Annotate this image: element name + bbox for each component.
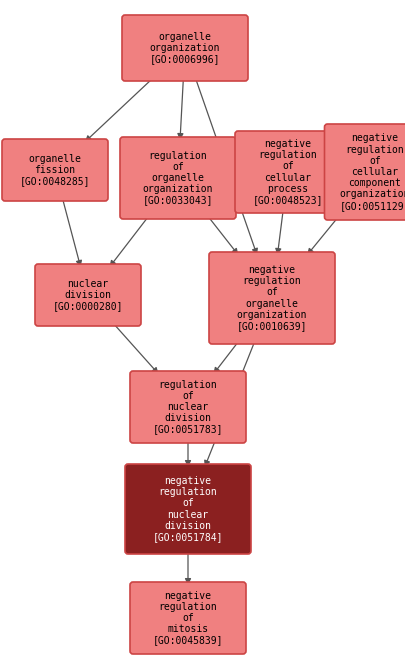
Text: negative
regulation
of
nuclear
division
[GO:0051784]: negative regulation of nuclear division … xyxy=(152,476,223,542)
FancyBboxPatch shape xyxy=(130,582,245,654)
Text: negative
regulation
of
cellular
process
[GO:0048523]: negative regulation of cellular process … xyxy=(252,139,322,205)
Text: regulation
of
nuclear
division
[GO:0051783]: regulation of nuclear division [GO:00517… xyxy=(152,379,223,434)
FancyBboxPatch shape xyxy=(324,124,405,220)
FancyBboxPatch shape xyxy=(122,15,247,81)
Text: negative
regulation
of
mitosis
[GO:0045839]: negative regulation of mitosis [GO:00458… xyxy=(152,590,223,645)
Text: regulation
of
organelle
organization
[GO:0033043]: regulation of organelle organization [GO… xyxy=(143,151,213,206)
FancyBboxPatch shape xyxy=(2,139,108,201)
Text: negative
regulation
of
organelle
organization
[GO:0010639]: negative regulation of organelle organiz… xyxy=(236,265,307,331)
Text: negative
regulation
of
cellular
component
organization
[GO:0051129]: negative regulation of cellular componen… xyxy=(339,134,405,211)
FancyBboxPatch shape xyxy=(209,252,334,344)
Text: organelle
organization
[GO:0006996]: organelle organization [GO:0006996] xyxy=(149,32,220,64)
FancyBboxPatch shape xyxy=(234,131,340,213)
FancyBboxPatch shape xyxy=(130,371,245,443)
FancyBboxPatch shape xyxy=(120,137,235,219)
Text: nuclear
division
[GO:0000280]: nuclear division [GO:0000280] xyxy=(53,279,123,311)
FancyBboxPatch shape xyxy=(35,264,141,326)
FancyBboxPatch shape xyxy=(125,464,250,554)
Text: organelle
fission
[GO:0048285]: organelle fission [GO:0048285] xyxy=(20,154,90,186)
